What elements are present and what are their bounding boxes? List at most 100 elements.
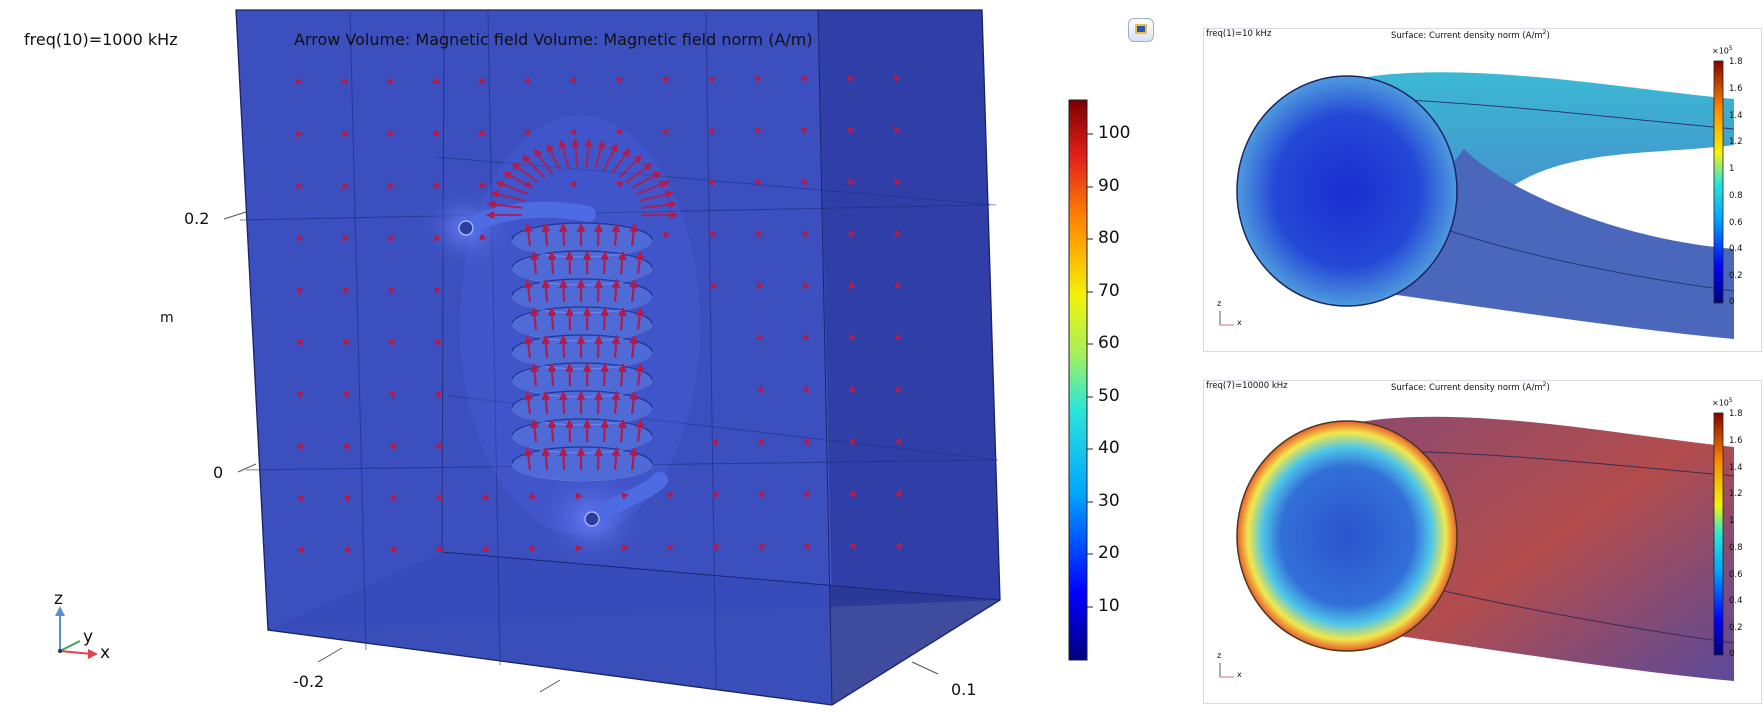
top-plot-title: Surface: Current density norm (A/m2) [1391,29,1550,41]
field-arrow-head [611,334,621,345]
field-arrow-head [541,278,551,289]
top-colorbar-tick: 0.6 [1729,218,1743,228]
magnetic-field-arrows [295,74,902,554]
field-arrow-head [848,229,856,238]
field-arrow-head [565,418,575,428]
top-colorbar-tick: 0.8 [1729,191,1743,201]
field-arrow-head [523,334,533,345]
field-arrow-head [568,128,577,136]
field-arrow-head [575,492,584,500]
field-arrow-head [894,332,902,341]
field-arrow-head [434,339,442,348]
field-arrow-head [894,281,902,289]
field-arrow-head [611,446,621,457]
field-arrow-head [529,544,537,552]
field-arrow-head [486,200,496,209]
field-arrow-head [530,250,539,261]
field-arrow-head [386,77,395,85]
field-arrow-head [296,442,304,451]
top-triad-z-label: z [1217,299,1222,308]
bottom-colorbar-tick: 1.6 [1729,436,1743,446]
field-arrow-head [849,542,857,551]
field-arrow-head [584,138,593,147]
field-arrow-head [755,178,763,187]
parameter-label: freq(10)=1000 kHz [24,30,178,49]
field-arrow-head [594,390,603,400]
field-arrow-head [546,143,555,153]
low-frequency-plot-panel[interactable]: freq(1)=10 kHz Surface: Current density … [1203,28,1762,352]
horizontal-tick-0-1: 0.1 [951,680,977,699]
triad-z-label: z [54,589,63,609]
field-arrow-head [846,74,855,83]
field-arrow-head [708,179,717,187]
field-arrow-head [523,222,533,233]
domain-right-face [818,10,1000,600]
bottom-colorbar-tick: 0 [1729,649,1735,659]
field-arrow-head [611,390,621,401]
field-arrow-head [558,334,568,344]
field-arrow-head [802,281,810,289]
field-arrow-head [582,362,592,372]
main-graphics-panel[interactable]: freq(10)=1000 kHz Arrow Volume: Magnetic… [0,0,1164,712]
colorbar-tick: 100 [1098,123,1131,143]
field-arrow-head [894,489,902,498]
field-arrow-head [803,490,810,498]
field-arrow-head [803,542,811,551]
vertical-tick-0: 0 [213,463,224,482]
colorbar-tick: 30 [1098,491,1120,511]
field-arrow-head [652,171,662,180]
field-arrow-head [757,490,765,499]
field-arrow-head [568,180,577,188]
field-arrow-head [490,190,500,199]
field-arrow-head [629,222,639,233]
field-arrow-head [558,278,568,288]
field-arrow-head [756,437,764,446]
field-arrow-head [666,492,675,500]
field-arrow-head [709,230,717,239]
field-arrow-head [661,180,670,188]
bottom-triad-z-label: z [1217,651,1222,660]
field-arrow-head [389,493,397,502]
field-arrow-head [558,139,567,149]
top-colorbar-tick: 1.2 [1729,137,1743,147]
field-arrow-head [893,126,901,135]
field-arrow-head [576,390,586,400]
field-arrow-head [342,494,350,503]
triad-x-label: x [100,643,111,663]
high-frequency-plot-panel[interactable]: freq(7)=10000 kHz Surface: Current densi… [1203,380,1762,704]
field-arrow-head [801,126,809,135]
field-arrow-head [617,250,627,261]
field-arrow-head [530,306,539,317]
top-colorbar-tick: 1.4 [1729,111,1743,121]
field-arrow-head [664,190,674,199]
field-arrow-head [848,384,856,393]
field-arrow-head [386,129,395,137]
field-arrow-head [541,334,551,345]
field-arrow-head [523,180,532,188]
high-frequency-plot-svg [1204,381,1761,703]
bottom-colorbar-tick: 1.2 [1729,489,1743,499]
view-icon[interactable] [1128,18,1154,42]
colorbar-tick: 20 [1098,543,1120,563]
field-arrow-head [343,545,351,554]
field-arrow-head [388,391,396,399]
field-arrow-head [848,332,856,341]
field-arrow-head [754,127,763,135]
field-arrow-head [482,544,491,552]
field-arrow-head [435,493,444,501]
bottom-colorbar-tick: 0.2 [1729,623,1743,633]
field-arrow-head [600,250,610,261]
field-arrow-head [848,177,856,186]
field-arrow-head [894,384,902,393]
field-arrow-head [712,544,720,551]
field-arrow-head [848,281,856,289]
field-arrow-head [635,250,645,261]
field-arrow-head [756,230,763,238]
field-arrow-head [617,418,627,429]
field-arrow-head [340,77,349,85]
field-arrow-head [576,278,586,288]
bottom-colorbar-tick: 0.6 [1729,570,1743,580]
field-arrow-head [894,541,902,550]
field-arrow-head [629,278,639,289]
field-arrow-head [621,148,631,158]
